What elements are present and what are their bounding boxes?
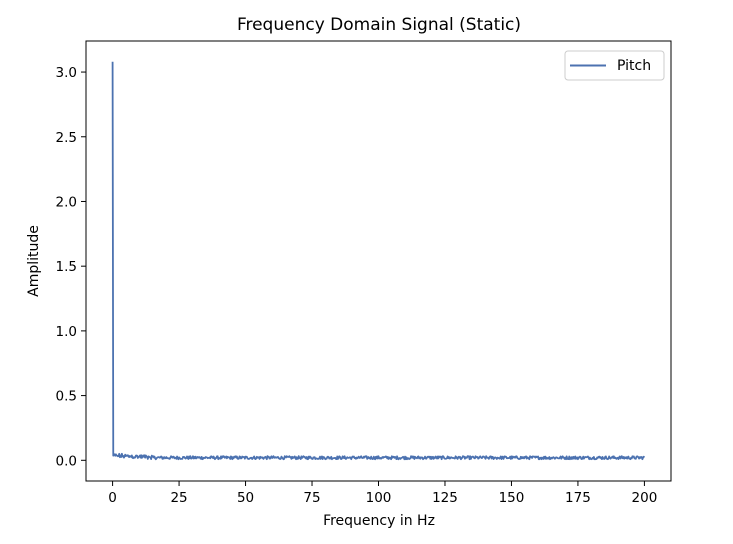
x-ticks: 0 25 50 75 100 125 150 175 200 bbox=[108, 481, 657, 506]
y-ticks: 0.0 0.5 1.0 1.5 2.0 2.5 3.0 bbox=[56, 65, 86, 469]
chart-title: Frequency Domain Signal (Static) bbox=[237, 15, 521, 35]
x-tick-label: 100 bbox=[366, 490, 392, 506]
x-tick-label: 0 bbox=[108, 490, 117, 506]
x-tick-label: 175 bbox=[565, 490, 591, 506]
y-tick-label: 1.5 bbox=[56, 259, 77, 275]
x-tick-label: 200 bbox=[632, 490, 658, 506]
x-tick-label: 50 bbox=[237, 490, 254, 506]
y-tick-label: 0.5 bbox=[56, 389, 77, 405]
y-tick-label: 2.5 bbox=[56, 130, 77, 146]
x-tick-label: 150 bbox=[499, 490, 525, 506]
y-tick-label: 1.0 bbox=[56, 324, 77, 340]
legend-label-pitch: Pitch bbox=[617, 58, 651, 74]
plot-area bbox=[85, 40, 672, 482]
y-tick-label: 3.0 bbox=[56, 65, 77, 81]
y-tick-label: 0.0 bbox=[56, 453, 77, 469]
x-tick-label: 75 bbox=[303, 490, 320, 506]
x-axis-label: Frequency in Hz bbox=[323, 513, 435, 529]
x-tick-label: 125 bbox=[432, 490, 458, 506]
x-tick-label: 25 bbox=[170, 490, 187, 506]
legend: Pitch bbox=[564, 50, 665, 81]
series-line-pitch bbox=[111, 61, 646, 461]
legend-box bbox=[564, 50, 665, 81]
y-axis-label: Amplitude bbox=[26, 225, 42, 297]
y-tick-label: 2.0 bbox=[56, 194, 77, 210]
